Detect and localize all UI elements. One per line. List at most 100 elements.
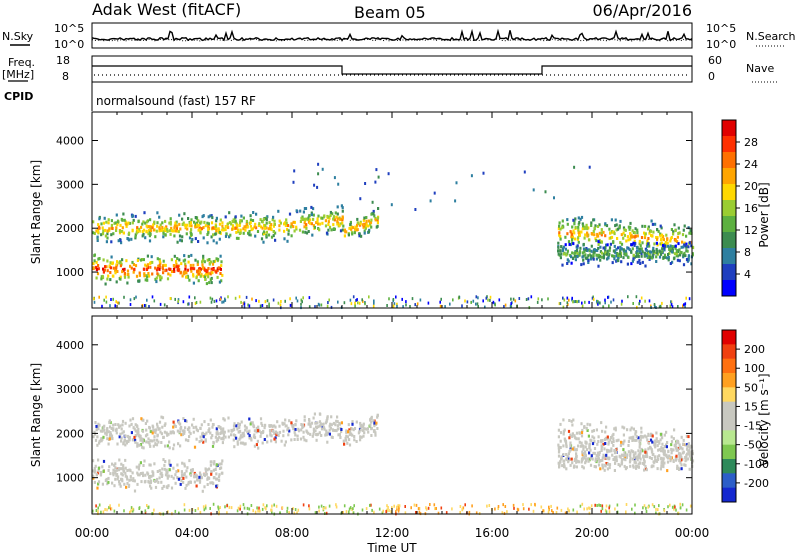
power-cell xyxy=(106,269,109,273)
velocity-cell xyxy=(680,467,683,471)
velocity-cell xyxy=(362,422,365,426)
velocity-cell xyxy=(107,480,110,484)
velocity-cell xyxy=(257,446,260,450)
power-cell xyxy=(597,301,600,305)
velocity-cell xyxy=(214,435,217,439)
velocity-cell xyxy=(370,434,373,437)
power-cell xyxy=(622,231,625,235)
velocity-cell xyxy=(312,432,315,436)
power-cell xyxy=(209,278,212,282)
power-cell xyxy=(317,302,320,306)
velocity-cell xyxy=(154,442,157,446)
velocity-cell xyxy=(111,481,114,485)
velocity-cell xyxy=(156,422,159,426)
power-cell xyxy=(310,213,313,217)
power-cell xyxy=(327,301,329,304)
velocity-cell xyxy=(373,424,376,428)
velocity-cell xyxy=(137,473,140,477)
velocity-cell xyxy=(184,419,187,423)
velocity-cell xyxy=(202,435,205,439)
power-cell xyxy=(620,233,623,237)
power-cell xyxy=(137,220,140,224)
power-cell xyxy=(301,300,303,304)
power-ytick-0: 4000 xyxy=(56,135,84,148)
power-cell xyxy=(155,276,158,280)
power-cell xyxy=(134,214,137,218)
power-cell xyxy=(325,231,329,235)
power-cell xyxy=(162,235,165,239)
power-cell xyxy=(365,223,368,227)
power-cell xyxy=(121,270,124,274)
power-cell xyxy=(155,229,158,233)
velocity-cell xyxy=(108,506,110,510)
power-cell xyxy=(363,216,366,220)
power-cell xyxy=(392,304,395,308)
power-cell xyxy=(685,296,687,300)
velocity-cell xyxy=(288,429,291,433)
velocity-cell xyxy=(501,511,504,515)
power-cell xyxy=(656,236,659,240)
velocity-cell xyxy=(575,465,578,469)
power-cell xyxy=(634,241,637,245)
power-cell xyxy=(151,226,154,230)
power-cell xyxy=(570,232,574,236)
velocity-cell xyxy=(658,454,661,458)
velocity-cell xyxy=(562,418,565,422)
power-cell xyxy=(354,301,356,305)
power-cell xyxy=(371,200,374,204)
power-cell xyxy=(604,222,607,226)
velocity-cell xyxy=(685,458,688,462)
velocity-cell xyxy=(685,443,689,447)
velocity-cell xyxy=(662,457,665,461)
power-cell xyxy=(136,259,139,262)
power-cell xyxy=(608,248,611,252)
velocity-cell xyxy=(285,424,288,428)
power-cell xyxy=(274,231,277,235)
power-cell xyxy=(187,254,190,258)
power-cell xyxy=(270,228,273,232)
power-cell xyxy=(314,305,316,309)
power-cell xyxy=(301,230,304,234)
velocity-cell xyxy=(215,463,218,467)
power-cell xyxy=(333,218,336,222)
velocity-cell xyxy=(297,427,300,431)
velocity-cell xyxy=(222,430,225,434)
power-cell xyxy=(246,225,249,229)
velocity-cell xyxy=(675,445,678,449)
power-cell xyxy=(192,281,195,285)
velocity-cell xyxy=(632,453,635,457)
velocity-cell xyxy=(182,480,185,484)
power-cell xyxy=(261,304,264,307)
velocity-cell xyxy=(185,419,188,423)
power-cell xyxy=(685,242,688,246)
power-cell xyxy=(427,301,430,305)
velocity-cell xyxy=(555,511,558,514)
velocity-cell xyxy=(183,472,186,476)
power-cell xyxy=(141,222,144,226)
velocity-cell xyxy=(112,423,115,427)
power-cell xyxy=(621,299,623,303)
power-cell xyxy=(348,226,351,230)
power-cell xyxy=(416,302,419,306)
power-cell xyxy=(178,222,181,226)
velocity-cell xyxy=(180,473,184,477)
power-cell xyxy=(97,264,100,267)
power-cell xyxy=(254,222,257,226)
power-cell xyxy=(192,274,195,278)
power-cell xyxy=(97,227,100,231)
power-cell xyxy=(290,234,293,238)
velocity-cell xyxy=(120,472,123,476)
velocity-cell xyxy=(562,459,565,463)
velocity-cell xyxy=(680,463,683,467)
velocity-cell xyxy=(678,443,681,447)
velocity-cell xyxy=(600,459,603,463)
power-cell xyxy=(169,222,172,226)
velocity-cell xyxy=(433,503,436,507)
power-cell xyxy=(376,221,379,225)
velocity-cell xyxy=(306,430,309,434)
power-cell xyxy=(360,234,363,238)
power-cell xyxy=(330,228,333,232)
nave-label: Nave xyxy=(746,62,774,75)
power-cell xyxy=(162,231,165,235)
velocity-ylabel: Slant Range [km] xyxy=(29,363,43,467)
